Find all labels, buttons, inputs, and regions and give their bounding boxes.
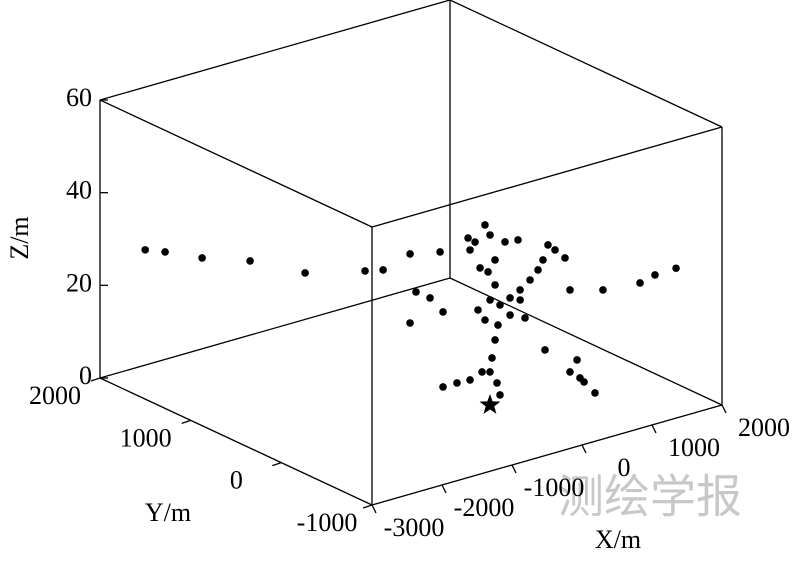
point [464,234,472,242]
y-tick-label: 1000 [120,423,172,452]
z-tick-label: 60 [66,83,92,112]
box-edge [449,0,723,128]
x-tick [721,404,727,414]
y-tick-label: 0 [230,466,243,495]
point [496,301,504,309]
x-tick [651,424,657,434]
point [506,311,514,319]
y-tick [362,504,373,509]
point [534,266,542,274]
point [486,296,494,304]
x-tick [371,504,377,514]
point [491,281,499,289]
point [539,256,547,264]
z-tick-label: 40 [66,176,92,205]
x-tick-label: -2000 [454,493,515,522]
point [466,376,474,384]
point [566,286,574,294]
point [561,254,569,262]
x-tick-label: 0 [618,453,631,482]
point [474,306,482,314]
point [599,286,607,294]
z-axis-label: Z/m [5,216,34,259]
point [591,389,599,397]
point [573,356,581,364]
point [672,264,680,273]
point [486,368,494,376]
point [526,276,534,284]
point [436,248,444,256]
y-tick [181,419,191,424]
y-tick-label: -1000 [297,508,358,537]
point [651,271,659,279]
point [551,246,559,254]
point [481,221,489,229]
point [636,279,644,287]
point [198,254,206,262]
y-tick [272,462,282,467]
point [141,246,149,254]
point [471,238,479,246]
point [453,379,461,387]
x-tick [581,444,587,454]
point [521,314,529,322]
point [161,248,169,256]
box-edge [99,277,451,379]
star-marker [479,394,501,414]
point [514,236,522,244]
x-tick-label: -1000 [524,473,585,502]
point [541,346,549,354]
point [544,241,552,249]
point [506,294,514,302]
y-tick [90,377,101,382]
x-tick [441,484,447,494]
box-edge [99,99,373,228]
point [566,368,574,376]
x-tick [511,464,517,474]
point [476,264,484,272]
point [439,383,447,391]
box-edge [371,126,723,228]
point [576,374,584,382]
point [484,268,492,276]
y-tick-label: 2000 [29,381,81,410]
watermark: 测绘学报 [558,470,742,524]
point [516,296,524,304]
x-tick-label: 2000 [738,413,790,442]
point [361,267,369,275]
point [494,321,502,329]
point [516,286,524,294]
y-axis-label: Y/m [145,498,191,527]
point [493,379,501,387]
z-tick-label: 0 [79,361,92,390]
box-edge [99,377,373,506]
point [491,256,499,264]
box-edge [371,404,723,506]
point [501,238,509,246]
point [439,308,447,316]
box-edge [449,277,723,406]
z-tick-label: 20 [66,268,92,297]
box-edge [99,0,451,101]
point [426,294,434,302]
point [496,391,504,399]
point [379,266,387,274]
point [406,319,414,327]
point [406,250,414,258]
x-axis-label: X/m [595,525,641,554]
point [301,269,309,277]
x-tick-label: 1000 [668,433,720,462]
point [412,288,420,296]
point [491,336,499,344]
point [466,246,474,254]
point [488,354,496,362]
x-tick-label: -3000 [384,513,445,542]
point [481,316,489,324]
point [478,368,486,376]
point [246,257,254,265]
point [486,231,494,239]
